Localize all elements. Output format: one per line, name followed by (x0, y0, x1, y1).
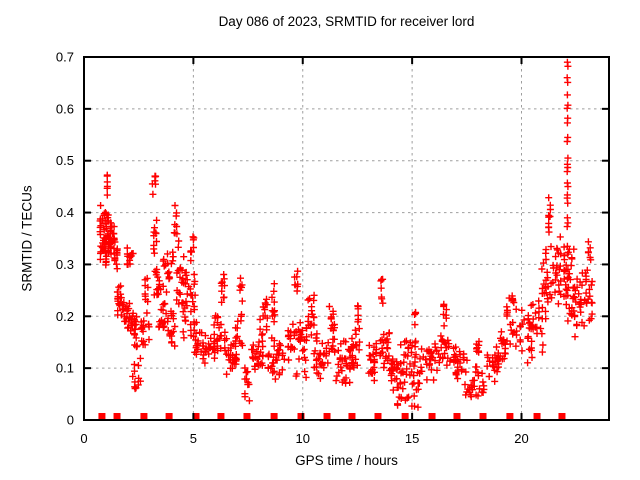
x-tick-label: 15 (405, 431, 419, 446)
y-tick-label: 0.4 (56, 205, 74, 220)
baseline-square-marker (401, 413, 409, 420)
y-axis-label: SRMTID / TECUs (19, 185, 35, 292)
tick-labels: 0 5 10 15 20 0 0.1 0.2 0.3 0.4 0.5 0.6 0.7 (56, 50, 529, 447)
baseline-square-marker (479, 413, 487, 420)
y-tick-label: 0.3 (56, 257, 74, 272)
plus-markers (96, 58, 596, 411)
y-tick-label: 0.6 (56, 101, 74, 116)
y-tick-label: 0.7 (56, 50, 74, 65)
scatter-points (96, 58, 596, 420)
baseline-square-marker (98, 413, 106, 420)
x-tick-label: 0 (80, 431, 87, 446)
baseline-square-marker (217, 413, 225, 420)
baseline-square-marker (297, 413, 305, 420)
plot-frame (83, 56, 610, 421)
y-tick-label: 0.5 (56, 153, 74, 168)
baseline-square-marker (453, 413, 461, 420)
baseline-square-marker (192, 413, 200, 420)
y-tick-label: 0.1 (56, 361, 74, 376)
baseline-square-marker (165, 413, 173, 420)
plot-border (83, 56, 610, 421)
x-tick-label: 10 (296, 431, 310, 446)
baseline-square-marker (348, 413, 356, 420)
baseline-square-marker (506, 413, 514, 420)
baseline-square-marker (374, 413, 382, 420)
x-tick-label: 5 (190, 431, 197, 446)
x-tick-label: 20 (514, 431, 528, 446)
baseline-square-marker (243, 413, 251, 420)
chart-title: Day 086 of 2023, SRMTID for receiver lor… (218, 14, 475, 29)
baseline-square-marker (270, 413, 278, 420)
y-tick-label: 0.2 (56, 309, 74, 324)
baseline-square-marker (323, 413, 331, 420)
baseline-square-marker (140, 413, 148, 420)
baseline-square-marker (428, 413, 436, 420)
x-axis-label: GPS time / hours (295, 453, 398, 468)
baseline-square-marker (533, 413, 541, 420)
baseline-square-marker (558, 413, 566, 420)
baseline-square-marker (113, 413, 121, 420)
y-tick-label: 0 (67, 413, 74, 428)
